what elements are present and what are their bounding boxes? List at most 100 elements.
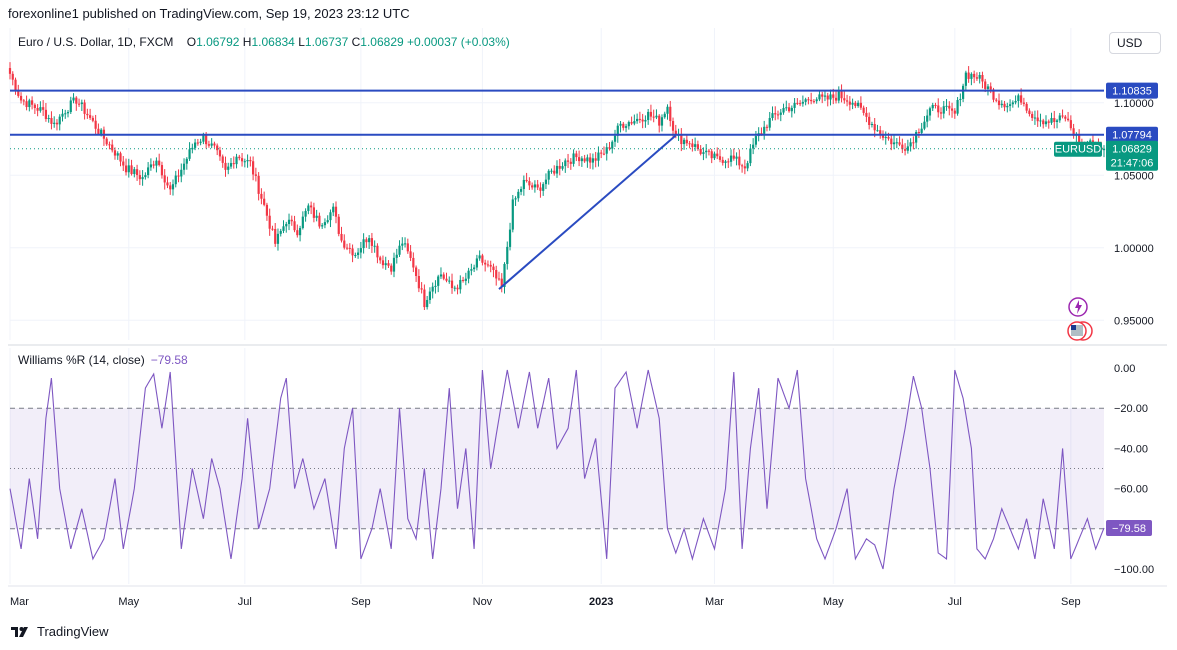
candle — [296, 224, 299, 238]
candle-body — [216, 145, 219, 151]
candle — [531, 182, 534, 190]
candle-body — [602, 153, 606, 155]
candle-body — [199, 141, 202, 143]
candle-body — [1014, 101, 1017, 103]
candle — [83, 99, 86, 120]
candle-body — [384, 263, 387, 266]
candle — [105, 137, 108, 146]
candle-body — [1044, 121, 1048, 125]
candle-body — [141, 177, 144, 180]
price-axis-label: 1.05000 — [1114, 170, 1154, 182]
candle-body — [249, 160, 252, 162]
candle — [80, 99, 83, 111]
candle-body — [64, 113, 67, 115]
candle — [691, 138, 694, 152]
candle — [152, 160, 155, 169]
candle-body — [765, 126, 769, 128]
candle-body — [166, 182, 169, 186]
candle — [409, 245, 412, 262]
candle-body — [296, 230, 299, 236]
wr-axis-label: 0.00 — [1114, 363, 1135, 375]
candle-body — [796, 102, 799, 104]
candle — [417, 269, 420, 293]
candle — [572, 149, 575, 167]
candle — [395, 248, 398, 264]
candle-body — [1031, 113, 1034, 118]
price-axis-label: 0.95000 — [1114, 315, 1154, 327]
us-flag-icon-canton — [1071, 325, 1076, 330]
candle-body — [854, 102, 857, 107]
trendline — [498, 134, 677, 290]
candle — [721, 156, 724, 166]
candle-body — [942, 106, 945, 114]
candle-body — [97, 128, 100, 134]
candle — [307, 203, 310, 215]
candle-body — [381, 260, 385, 266]
candle — [113, 147, 117, 160]
candle — [890, 134, 893, 151]
candle-body — [807, 99, 810, 101]
candle — [542, 182, 545, 196]
candle-body — [437, 276, 440, 286]
grid-lines — [9, 28, 1104, 584]
time-axis-label: Mar — [10, 596, 29, 608]
candle-body — [379, 257, 382, 261]
candle — [216, 143, 219, 156]
candle-body — [318, 215, 321, 227]
candle-body — [348, 247, 351, 249]
candle-body — [66, 112, 70, 114]
candle — [624, 123, 628, 133]
candle — [948, 101, 951, 116]
candle-body — [287, 219, 291, 225]
candle — [682, 137, 686, 150]
candle — [323, 218, 327, 229]
candle — [749, 144, 752, 167]
candle — [857, 100, 860, 108]
candle — [779, 108, 782, 122]
candle-body — [401, 243, 404, 246]
lightning-icon-glyph — [1075, 300, 1082, 314]
candle — [326, 215, 329, 224]
candle — [638, 111, 641, 124]
candle-body — [343, 240, 346, 248]
candle-body — [613, 135, 617, 142]
candle — [19, 92, 23, 104]
candle — [705, 144, 708, 159]
candle — [859, 96, 862, 110]
candle — [497, 271, 501, 281]
candle — [901, 138, 904, 154]
candle-body — [1064, 116, 1067, 119]
candle — [31, 96, 34, 110]
candle-body — [1061, 115, 1064, 117]
candle-body — [356, 252, 360, 256]
candle — [235, 153, 238, 169]
candle — [470, 263, 473, 276]
candle-body — [1033, 117, 1037, 119]
candle — [1061, 109, 1064, 119]
currency-button[interactable]: USD — [1109, 32, 1161, 54]
candle — [301, 211, 304, 230]
candle — [975, 72, 979, 81]
wr-last-label: −79.58 — [1112, 523, 1146, 535]
candle-body — [829, 94, 832, 100]
time-axis-label: May — [823, 596, 844, 608]
footer-brand[interactable]: TradingView — [10, 624, 109, 639]
candle-body — [351, 248, 354, 256]
candle-body — [760, 133, 763, 135]
candle — [630, 116, 633, 126]
candle-body — [486, 264, 490, 266]
candle — [66, 110, 70, 118]
candle — [473, 264, 476, 273]
candle-body — [978, 74, 981, 79]
candle-body — [589, 157, 592, 163]
candle-body — [779, 112, 782, 115]
candle — [343, 234, 346, 250]
candle — [680, 128, 683, 152]
candle — [503, 262, 506, 294]
candle — [271, 225, 274, 231]
candle — [508, 222, 512, 251]
candle — [193, 138, 197, 151]
symbol-tag-label: EURUSD — [1055, 144, 1102, 156]
candle — [973, 70, 976, 84]
candle-body — [616, 125, 619, 136]
